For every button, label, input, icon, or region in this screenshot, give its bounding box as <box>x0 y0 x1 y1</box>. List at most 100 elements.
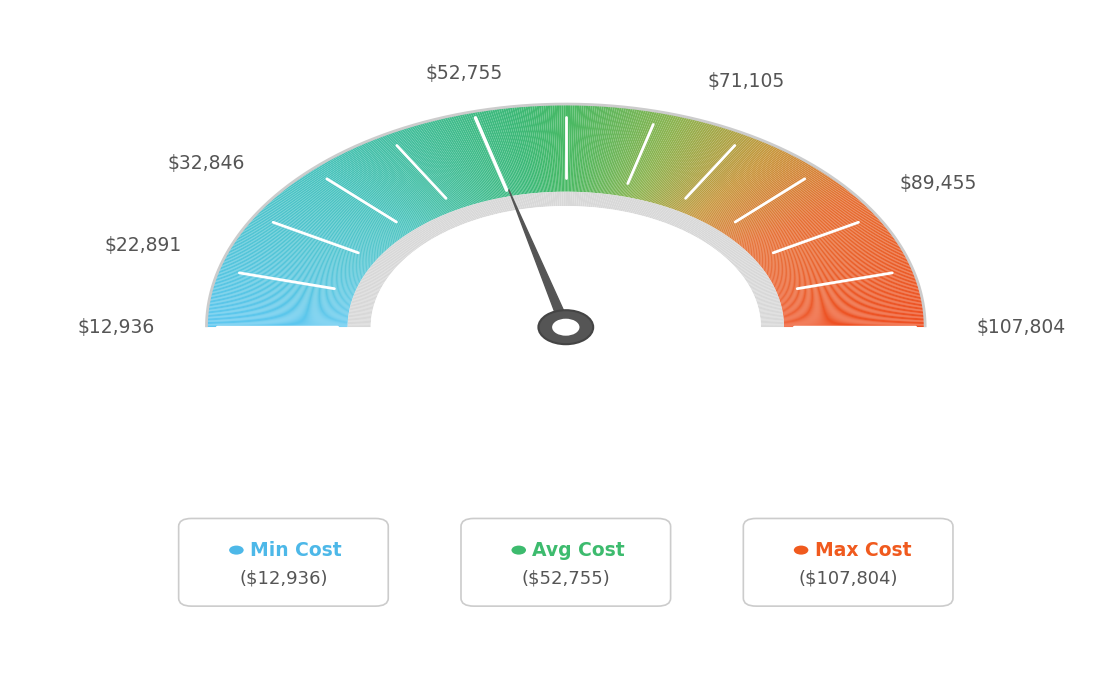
Wedge shape <box>375 137 452 213</box>
Wedge shape <box>587 105 604 193</box>
Wedge shape <box>745 199 862 250</box>
Wedge shape <box>582 193 586 206</box>
Wedge shape <box>210 298 350 310</box>
Wedge shape <box>707 233 725 244</box>
Wedge shape <box>628 113 670 197</box>
Wedge shape <box>238 233 368 271</box>
Wedge shape <box>481 201 492 215</box>
Wedge shape <box>729 253 749 262</box>
Wedge shape <box>658 125 719 205</box>
Wedge shape <box>563 104 565 192</box>
Wedge shape <box>593 106 613 193</box>
Wedge shape <box>739 192 852 246</box>
Wedge shape <box>437 118 489 201</box>
Wedge shape <box>304 173 407 235</box>
Wedge shape <box>484 110 517 195</box>
Wedge shape <box>784 323 925 326</box>
Wedge shape <box>584 193 588 207</box>
Wedge shape <box>702 230 720 241</box>
Wedge shape <box>652 206 665 219</box>
Wedge shape <box>652 122 711 203</box>
Wedge shape <box>731 181 838 239</box>
Circle shape <box>511 546 526 555</box>
Wedge shape <box>523 106 541 193</box>
Wedge shape <box>678 136 753 211</box>
Wedge shape <box>574 104 582 192</box>
Wedge shape <box>704 155 797 224</box>
Wedge shape <box>669 212 682 225</box>
Wedge shape <box>543 104 553 192</box>
Wedge shape <box>436 217 452 230</box>
Wedge shape <box>372 263 394 271</box>
Circle shape <box>552 319 580 336</box>
FancyBboxPatch shape <box>743 518 953 606</box>
Wedge shape <box>253 216 376 260</box>
Wedge shape <box>711 161 807 227</box>
Wedge shape <box>585 105 599 193</box>
Wedge shape <box>217 272 354 295</box>
Wedge shape <box>672 132 743 209</box>
Wedge shape <box>559 192 562 206</box>
Wedge shape <box>216 273 354 295</box>
Wedge shape <box>779 283 919 301</box>
Wedge shape <box>355 290 378 296</box>
Wedge shape <box>227 252 361 282</box>
Wedge shape <box>725 175 831 236</box>
Wedge shape <box>415 228 433 239</box>
Wedge shape <box>382 253 402 262</box>
Wedge shape <box>528 194 533 208</box>
Wedge shape <box>226 253 360 283</box>
Wedge shape <box>359 144 440 217</box>
Wedge shape <box>300 175 406 236</box>
Wedge shape <box>539 105 551 192</box>
Wedge shape <box>777 272 914 295</box>
Wedge shape <box>735 187 847 243</box>
Wedge shape <box>595 106 615 193</box>
Wedge shape <box>755 216 879 260</box>
Wedge shape <box>552 104 559 192</box>
Wedge shape <box>349 310 372 313</box>
Wedge shape <box>246 224 373 265</box>
Wedge shape <box>598 194 604 208</box>
Wedge shape <box>654 123 713 204</box>
Wedge shape <box>405 235 424 245</box>
Wedge shape <box>708 158 802 225</box>
Wedge shape <box>750 206 869 255</box>
Wedge shape <box>367 270 389 278</box>
Wedge shape <box>762 230 890 268</box>
Wedge shape <box>357 145 439 217</box>
Wedge shape <box>362 277 384 284</box>
Wedge shape <box>704 155 795 223</box>
Wedge shape <box>479 110 514 196</box>
Wedge shape <box>761 323 784 325</box>
Wedge shape <box>417 124 477 204</box>
Wedge shape <box>626 198 636 213</box>
Wedge shape <box>464 113 505 197</box>
Wedge shape <box>700 151 788 221</box>
Wedge shape <box>683 139 762 214</box>
Wedge shape <box>735 261 757 269</box>
Wedge shape <box>725 175 829 235</box>
Wedge shape <box>361 280 383 286</box>
Wedge shape <box>733 257 754 266</box>
Wedge shape <box>216 275 353 296</box>
Wedge shape <box>676 215 690 228</box>
Wedge shape <box>754 215 878 259</box>
Wedge shape <box>692 145 775 217</box>
Wedge shape <box>680 217 696 230</box>
Wedge shape <box>208 305 349 315</box>
Wedge shape <box>690 223 707 235</box>
Wedge shape <box>353 147 437 218</box>
Wedge shape <box>513 195 521 210</box>
Wedge shape <box>359 284 381 290</box>
Wedge shape <box>396 130 465 208</box>
Wedge shape <box>622 111 659 197</box>
Wedge shape <box>413 125 474 205</box>
Wedge shape <box>206 324 348 326</box>
Wedge shape <box>206 315 348 320</box>
Wedge shape <box>206 323 348 326</box>
Wedge shape <box>520 195 528 208</box>
Wedge shape <box>225 255 359 284</box>
Wedge shape <box>594 193 599 208</box>
Wedge shape <box>490 199 500 214</box>
